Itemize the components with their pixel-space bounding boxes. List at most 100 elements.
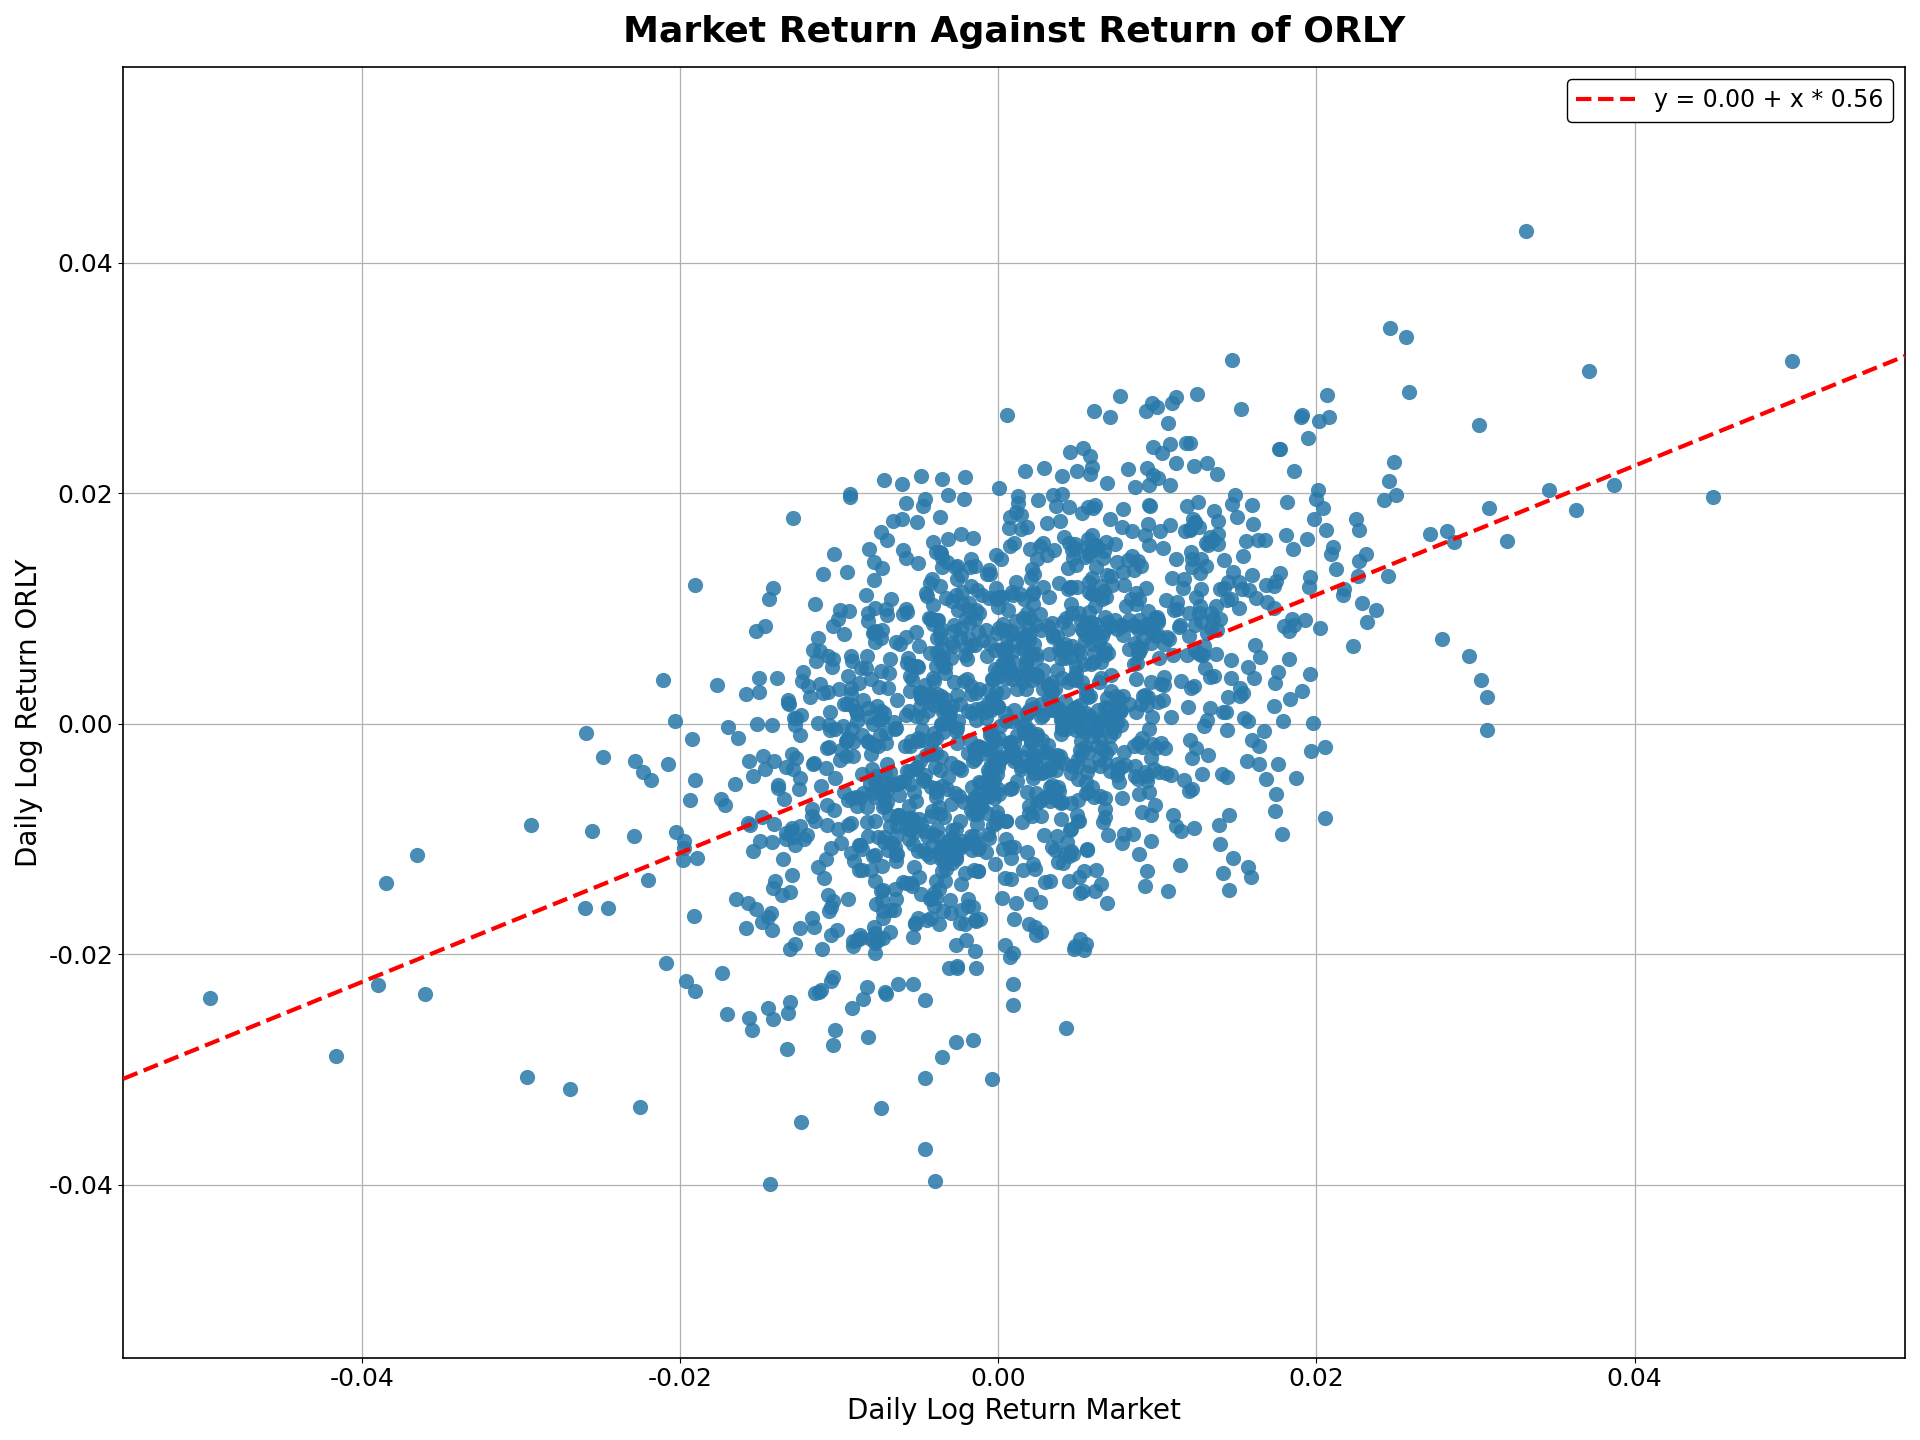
Point	[979, 658, 1010, 681]
Point	[1014, 662, 1044, 685]
Point	[939, 556, 970, 579]
Point	[1102, 618, 1133, 641]
Point	[887, 602, 918, 625]
Point	[1144, 520, 1175, 543]
Point	[780, 713, 810, 736]
Point	[1261, 783, 1292, 806]
Point	[1010, 654, 1041, 677]
Point	[941, 1031, 972, 1054]
Point	[973, 559, 1004, 582]
Point	[996, 660, 1027, 683]
Point	[895, 700, 925, 723]
Point	[1012, 645, 1043, 668]
Point	[950, 606, 981, 629]
Point	[818, 615, 849, 638]
Point	[995, 778, 1025, 801]
Point	[1117, 822, 1148, 845]
Point	[1165, 670, 1196, 693]
Point	[1010, 634, 1041, 657]
Point	[897, 972, 927, 995]
Point	[828, 780, 858, 804]
Point	[1037, 612, 1068, 635]
Point	[989, 619, 1020, 642]
Point	[904, 680, 935, 703]
Point	[916, 834, 947, 857]
Point	[741, 711, 772, 734]
Point	[1304, 409, 1334, 432]
Point	[1091, 644, 1121, 667]
Point	[962, 910, 993, 933]
Point	[979, 696, 1010, 719]
Point	[1014, 755, 1044, 778]
Point	[895, 773, 925, 796]
Point	[1025, 890, 1056, 913]
Point	[1033, 785, 1064, 808]
Point	[872, 791, 902, 814]
Point	[995, 505, 1025, 528]
Point	[879, 899, 910, 922]
Point	[1133, 685, 1164, 708]
Point	[1215, 588, 1246, 611]
Point	[995, 946, 1025, 969]
Point	[872, 721, 902, 744]
Point	[1091, 586, 1121, 609]
Point	[941, 847, 972, 870]
Point	[996, 651, 1027, 674]
Point	[1050, 842, 1081, 865]
Point	[847, 782, 877, 805]
Point	[856, 668, 887, 691]
Point	[588, 744, 618, 768]
Point	[1091, 530, 1121, 553]
Point	[1133, 613, 1164, 636]
Point	[993, 599, 1023, 622]
Point	[852, 811, 883, 834]
Point	[864, 723, 895, 746]
Point	[1116, 544, 1146, 567]
Point	[1071, 683, 1102, 706]
Point	[1250, 573, 1281, 596]
Point	[826, 739, 856, 762]
Point	[570, 721, 601, 744]
Point	[1071, 625, 1102, 648]
Point	[1129, 760, 1160, 783]
Point	[1014, 912, 1044, 935]
Point	[1056, 575, 1087, 598]
Point	[972, 802, 1002, 825]
Point	[876, 832, 906, 855]
Point	[922, 609, 952, 632]
Point	[998, 994, 1029, 1017]
Point	[1056, 762, 1087, 785]
Point	[1194, 526, 1225, 549]
Point	[1152, 625, 1183, 648]
Point	[847, 657, 877, 680]
Point	[989, 681, 1020, 704]
Point	[964, 743, 995, 766]
Point	[722, 727, 753, 750]
Point	[956, 825, 987, 848]
Point	[1185, 644, 1215, 667]
Point	[1164, 615, 1194, 638]
Point	[927, 838, 958, 861]
Point	[1062, 670, 1092, 693]
Point	[810, 848, 841, 871]
Point	[922, 742, 952, 765]
Point	[1154, 432, 1185, 455]
Point	[899, 926, 929, 949]
Point	[666, 848, 697, 871]
Point	[1069, 628, 1100, 651]
Point	[1390, 325, 1421, 348]
Point	[991, 809, 1021, 832]
Point	[1238, 667, 1269, 690]
Point	[1194, 696, 1225, 719]
Point	[966, 736, 996, 759]
Point	[1321, 557, 1352, 580]
Point	[1260, 694, 1290, 717]
Point	[868, 795, 899, 818]
Point	[1091, 742, 1121, 765]
Point	[950, 648, 981, 671]
Point	[958, 791, 989, 814]
Point	[814, 719, 845, 742]
Point	[799, 916, 829, 939]
Point	[1125, 636, 1156, 660]
Point	[866, 520, 897, 543]
